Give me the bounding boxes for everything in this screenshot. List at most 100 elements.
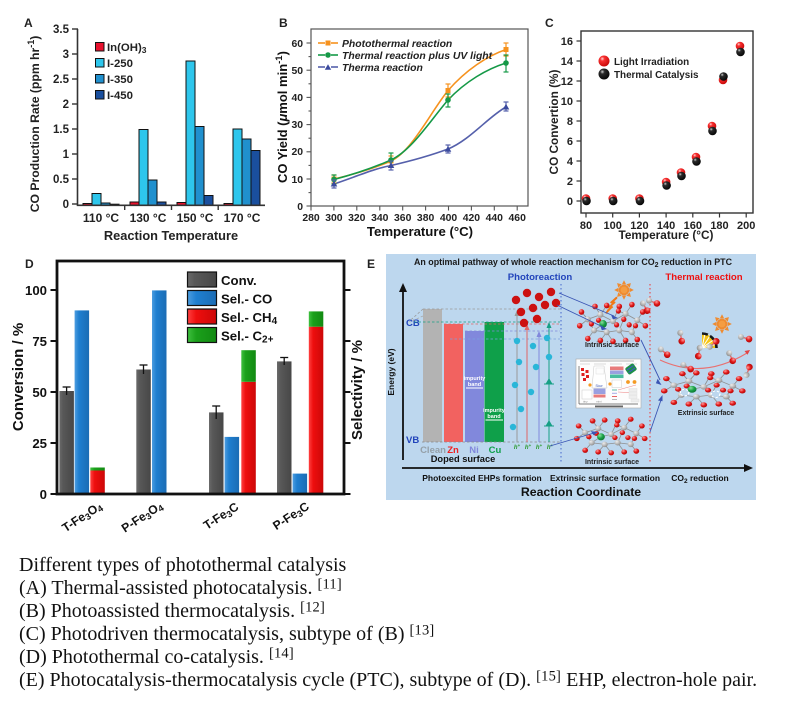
svg-text:160: 160 [684,220,702,232]
svg-text:h+: h+ [514,443,521,452]
svg-text:16: 16 [561,36,573,48]
svg-text:150 °C: 150 °C [177,211,214,225]
svg-text:280: 280 [302,213,320,224]
svg-text:140: 140 [657,220,675,232]
svg-text:Conversion / %: Conversion / % [10,323,27,431]
svg-text:100: 100 [25,283,47,298]
svg-text:Conv.: Conv. [221,273,257,288]
svg-text:6: 6 [567,136,573,148]
svg-text:2: 2 [63,99,69,111]
svg-text:B: B [279,16,288,30]
svg-text:Energy (eV): Energy (eV) [386,348,396,395]
svg-text:Doped surface: Doped surface [431,454,496,464]
svg-text:An optimal pathway of whole re: An optimal pathway of whole reaction mec… [414,257,733,269]
svg-text:30: 30 [291,120,303,131]
svg-text:0: 0 [40,487,47,502]
svg-text:300: 300 [325,213,343,224]
svg-text:P-Fe3O4: P-Fe3O4 [119,499,166,537]
svg-text:CO Yield (μmol min-1): CO Yield (μmol min-1) [274,51,291,183]
svg-text:Photoexcited EHPs formation: Photoexcited EHPs formation [422,473,542,483]
svg-text:14: 14 [561,56,574,68]
svg-text:10: 10 [561,96,573,108]
svg-text:320: 320 [348,213,366,224]
svg-text:4: 4 [567,156,574,168]
svg-text:I-350: I-350 [107,74,133,86]
svg-text:Sel.- C2+: Sel.- C2+ [221,329,274,346]
svg-text:Photothermal reaction: Photothermal reaction [342,39,452,50]
svg-text:1: 1 [63,149,70,161]
svg-text:Zn: Zn [447,445,459,456]
svg-text:0: 0 [63,199,69,211]
svg-text:200: 200 [737,220,755,232]
svg-text:Extrinsic surface: Extrinsic surface [678,410,735,417]
svg-text:120: 120 [630,220,648,232]
svg-text:C: C [545,16,554,30]
svg-text:100: 100 [604,220,622,232]
svg-text:80: 80 [580,220,592,232]
svg-text:Light Irradiation: Light Irradiation [614,57,689,68]
svg-text:Thermal Catalysis: Thermal Catalysis [614,70,699,81]
svg-text:3: 3 [63,49,69,61]
svg-text:h+: h+ [536,443,543,452]
svg-text:E: E [367,257,375,271]
svg-text:Thermal reaction plus UV light: Thermal reaction plus UV light [342,51,493,62]
svg-text:180: 180 [710,220,728,232]
svg-text:A: A [24,16,33,30]
svg-text:130 °C: 130 °C [130,211,167,225]
svg-text:0.5: 0.5 [53,174,70,186]
svg-text:Thermal reaction: Thermal reaction [665,272,742,283]
svg-text:h+: h+ [525,443,532,452]
svg-text:band: band [468,382,481,388]
svg-text:Slow: Slow [596,384,604,388]
svg-text:8: 8 [567,116,573,128]
svg-text:I-450: I-450 [107,90,133,102]
svg-text:Sel.- CH4: Sel.- CH4 [221,310,278,327]
svg-text:mini: mini [596,400,602,404]
svg-text:440: 440 [486,213,504,224]
svg-text:170 °C: 170 °C [224,211,261,225]
svg-text:Intrinsic surface: Intrinsic surface [585,459,639,466]
svg-text:Temperature (°C): Temperature (°C) [367,224,473,239]
svg-text:Reaction Coordinate: Reaction Coordinate [521,485,641,499]
svg-text:CB: CB [406,318,420,329]
svg-text:Photoreaction: Photoreaction [508,272,573,283]
svg-text:0: 0 [567,196,573,208]
svg-text:impurity: impurity [483,408,506,414]
svg-text:Clean: Clean [420,445,446,456]
svg-text:1.5: 1.5 [53,124,70,136]
svg-text:band: band [487,414,500,420]
svg-text:0: 0 [297,202,303,213]
svg-text:380: 380 [417,213,435,224]
svg-text:60: 60 [291,39,303,50]
svg-text:T-Fe3C: T-Fe3C [201,499,242,533]
svg-text:340: 340 [371,213,389,224]
svg-text:impurity: impurity [464,376,487,382]
svg-text:Reaction Temperature: Reaction Temperature [104,228,238,243]
svg-text:Intrinsic surface: Intrinsic surface [585,342,639,349]
svg-text:Sel.- CO: Sel.- CO [221,292,272,307]
svg-text:2: 2 [567,176,573,188]
svg-text:In(OH)3: In(OH)3 [107,42,147,55]
svg-text:12: 12 [561,76,573,88]
svg-text:Cu: Cu [489,445,502,456]
svg-text:10: 10 [291,175,303,186]
svg-text:Extrinsic surface formation: Extrinsic surface formation [550,473,660,483]
svg-text:I-250: I-250 [107,58,133,70]
svg-text:25: 25 [32,436,47,451]
svg-text:460: 460 [509,213,527,224]
svg-text:Temperature (°C): Temperature (°C) [619,228,714,242]
svg-text:Ni: Ni [469,445,479,456]
svg-text:tiny: tiny [583,400,588,404]
svg-text:D: D [25,257,34,271]
svg-text:T-Fe3O4: T-Fe3O4 [59,499,105,536]
svg-text:50: 50 [291,66,303,77]
svg-text:VB: VB [406,435,419,446]
svg-text:420: 420 [463,213,481,224]
svg-text:110 °C: 110 °C [83,211,119,225]
svg-text:50: 50 [32,385,47,400]
svg-text:P-Fe3C: P-Fe3C [270,499,312,534]
svg-text:40: 40 [291,93,303,104]
svg-text:3.5: 3.5 [53,24,70,36]
svg-text:20: 20 [291,147,303,158]
svg-text:75: 75 [32,334,47,349]
